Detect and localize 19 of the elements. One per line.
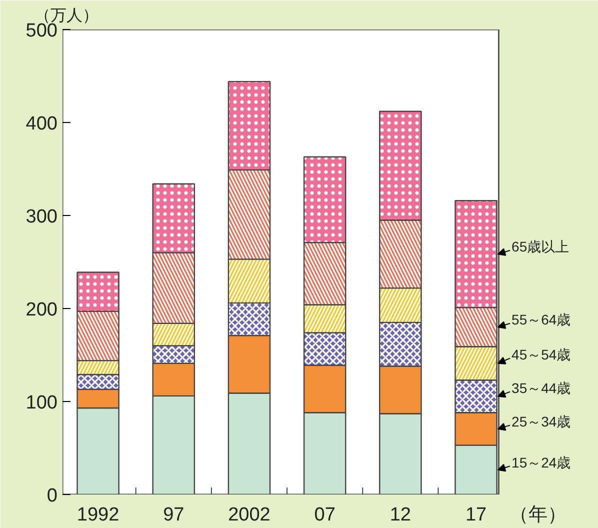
y-tick-label: 0 xyxy=(46,486,58,506)
series-label: 45～54歳 xyxy=(512,346,571,363)
y-axis-title: （万人） xyxy=(34,8,98,24)
series-label: 65歳以上 xyxy=(512,238,570,255)
series-label: 25～34歳 xyxy=(512,413,571,430)
series-label: 35～44歳 xyxy=(512,380,571,396)
x-tick-label: 12 xyxy=(390,504,412,526)
x-tick-label: 2002 xyxy=(228,504,270,526)
series-label: 15～24歳 xyxy=(512,454,571,470)
x-tick-label: 07 xyxy=(314,504,336,526)
x-tick-label: 1992 xyxy=(76,504,120,526)
x-tick-label: 97 xyxy=(163,504,184,526)
x-axis-title: （年） xyxy=(510,504,567,526)
x-tick-label: 17 xyxy=(465,504,487,526)
series-label: 55～64歳 xyxy=(512,312,571,328)
y-tick-label: 400 xyxy=(26,114,58,134)
y-tick-label: 300 xyxy=(26,206,58,228)
y-tick-label: 100 xyxy=(26,392,58,414)
y-tick-label: 200 xyxy=(26,300,58,320)
